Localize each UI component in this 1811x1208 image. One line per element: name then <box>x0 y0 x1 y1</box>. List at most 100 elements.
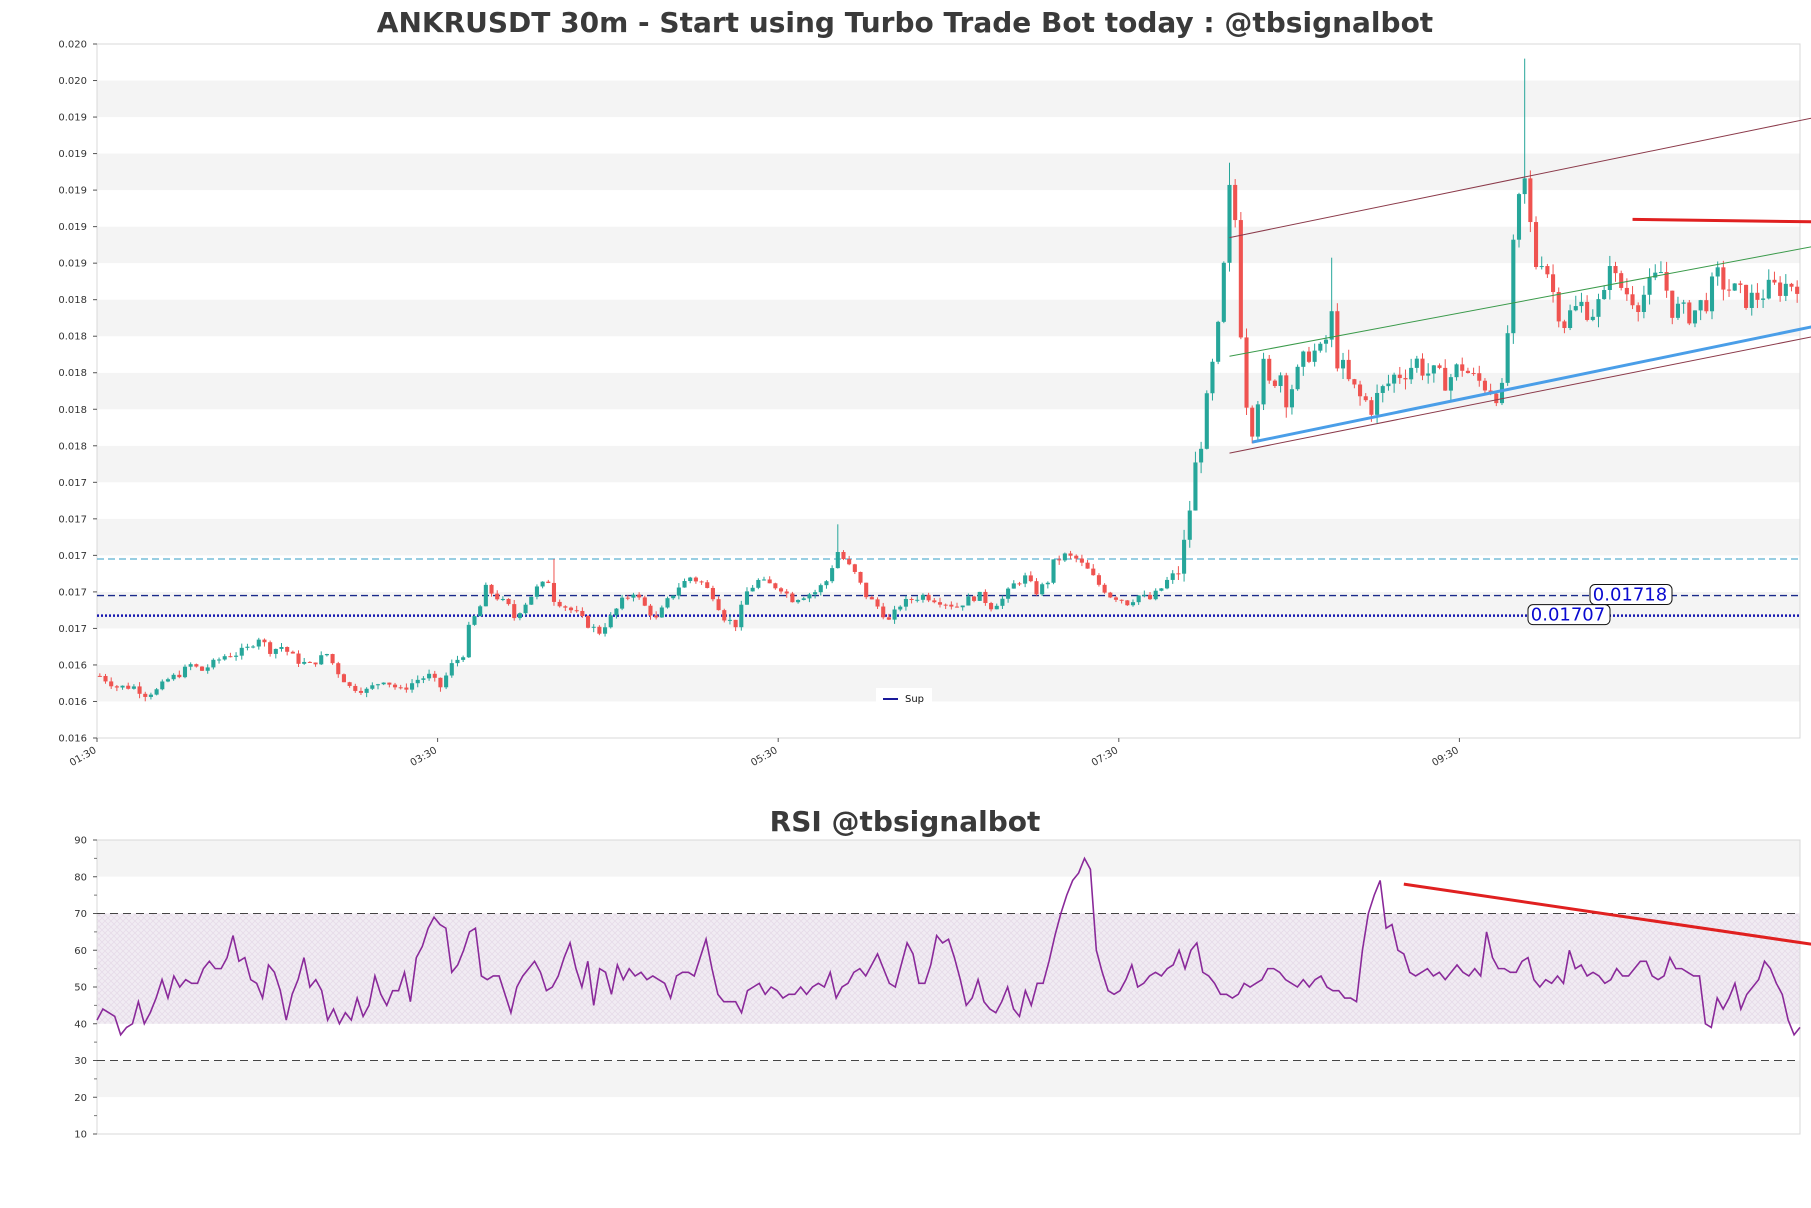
y-tick-label: 0.017 <box>58 478 87 489</box>
candle-body <box>1551 274 1556 293</box>
candle <box>1681 299 1686 314</box>
rsi-y-tick-label: 90 <box>74 836 87 847</box>
candle <box>693 576 698 584</box>
candle <box>137 682 142 699</box>
legend-box <box>876 688 932 708</box>
candle-body <box>949 604 954 607</box>
candle-body <box>1318 343 1323 351</box>
candle <box>1068 550 1073 560</box>
candle-body <box>943 604 948 606</box>
candle <box>1556 287 1561 328</box>
candle <box>1613 261 1618 282</box>
candle <box>120 685 125 690</box>
candle-body <box>517 613 522 619</box>
candle <box>1562 319 1567 334</box>
candle <box>903 595 908 611</box>
candle <box>858 571 863 585</box>
grid-band <box>97 299 1800 337</box>
candle-body <box>966 596 971 606</box>
candle <box>1630 286 1635 310</box>
candle <box>1227 162 1232 272</box>
candle <box>1136 595 1141 605</box>
candle-body <box>1590 316 1595 320</box>
candle-body <box>1210 361 1215 394</box>
candle-body <box>330 654 335 664</box>
candle <box>1448 373 1453 402</box>
candle <box>1340 352 1346 380</box>
candle-body <box>937 602 943 605</box>
candle-body <box>455 659 460 664</box>
candle <box>761 576 767 581</box>
candle <box>1726 279 1732 297</box>
candle-body <box>1675 303 1680 318</box>
candle <box>881 602 886 620</box>
x-tick-label: 05:30 <box>749 745 779 769</box>
candle-body <box>1494 393 1499 404</box>
candle <box>353 683 358 693</box>
candle <box>1119 599 1124 604</box>
candle <box>966 593 971 606</box>
candle <box>659 605 664 618</box>
candle-body <box>171 674 176 680</box>
candle <box>1255 400 1260 442</box>
price-label-box <box>1527 604 1611 626</box>
candle <box>977 591 982 602</box>
candle <box>642 595 647 607</box>
candle-body <box>296 653 301 664</box>
candle <box>676 583 681 600</box>
candle <box>1539 256 1544 270</box>
candle-body <box>688 577 693 582</box>
candle <box>1312 343 1317 367</box>
candle <box>1380 384 1385 403</box>
candle <box>1397 366 1402 384</box>
candle <box>387 682 392 688</box>
candle-body <box>750 587 755 592</box>
rsi-band-hatch <box>97 913 1800 1024</box>
candle <box>1023 572 1028 588</box>
y-tick-label: 0.019 <box>58 149 87 160</box>
candle-body <box>211 659 216 668</box>
candle-body <box>1397 374 1402 379</box>
y-tick-label: 0.020 <box>58 76 87 87</box>
candle-body <box>120 685 125 688</box>
candle <box>1744 284 1749 310</box>
candle <box>251 645 256 649</box>
candle-body <box>739 604 744 628</box>
candle-body <box>1045 582 1050 585</box>
candle <box>1040 582 1045 597</box>
candle-body <box>1255 404 1260 437</box>
candle <box>290 650 295 654</box>
rsi-y-tick-label: 20 <box>74 1093 87 1104</box>
candle <box>875 597 880 610</box>
candle <box>1147 591 1153 600</box>
candle-body <box>972 596 977 601</box>
candle <box>654 611 659 620</box>
candle <box>1431 364 1436 383</box>
y-tick-label: 0.017 <box>58 624 87 635</box>
candle <box>1142 590 1147 598</box>
candle <box>574 605 579 613</box>
candle-body <box>205 667 210 671</box>
candle-body <box>126 685 131 689</box>
candle-body <box>847 559 852 565</box>
candle-body <box>1284 375 1289 408</box>
candle-body <box>1312 350 1317 362</box>
candle <box>523 602 528 616</box>
candle <box>688 576 693 584</box>
candle <box>1250 405 1255 444</box>
candle <box>1409 358 1414 384</box>
candle-body <box>483 584 488 607</box>
x-tick-label: 03:30 <box>409 745 439 769</box>
candle-body <box>1596 299 1601 317</box>
candle <box>1244 328 1249 416</box>
candle <box>767 576 772 584</box>
candle <box>375 683 381 690</box>
candle-body <box>1732 283 1737 291</box>
candle-body <box>642 597 647 606</box>
candle-body <box>1698 300 1703 311</box>
candle <box>370 682 375 690</box>
candle <box>392 682 398 690</box>
candle-body <box>852 564 857 572</box>
candle <box>1210 358 1215 401</box>
